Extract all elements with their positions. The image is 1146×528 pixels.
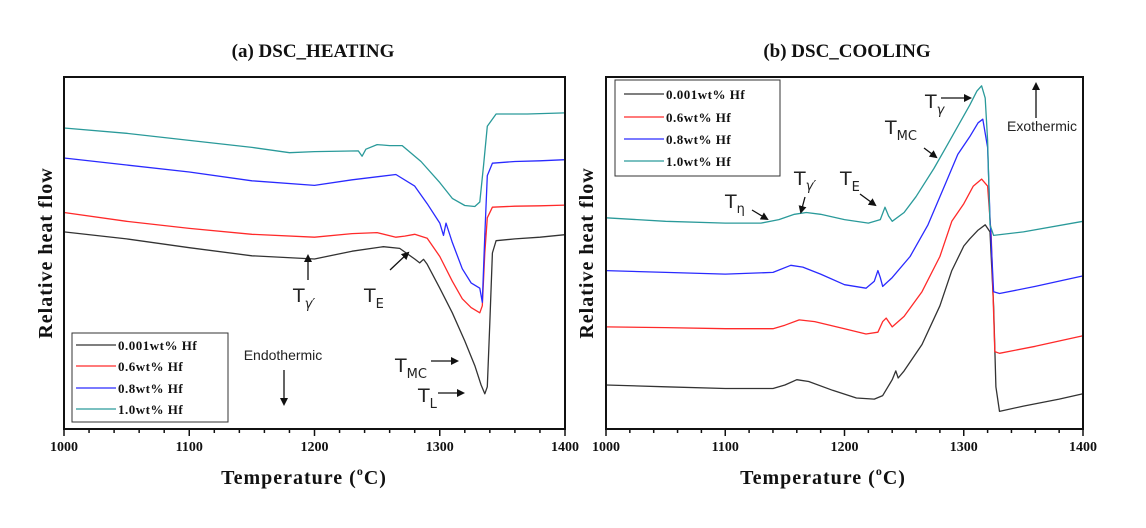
y-axis-label: Relative heat flow <box>35 167 57 338</box>
panel-cooling: (b) DSC_COOLING 1000 1100 1200 1300 1400… <box>576 41 1097 489</box>
arrow-icon <box>798 196 807 214</box>
svg-text:TL: TL <box>417 385 438 412</box>
legend: 0.001wt% Hf 0.6wt% Hf 0.8wt% Hf 1.0wt% H… <box>614 79 781 177</box>
svg-text:Tγ′: Tγ′ <box>793 168 816 194</box>
arrow-icon <box>859 193 877 207</box>
x-axis-ticks <box>605 429 1084 436</box>
legend-entry: 0.6wt% Hf <box>118 359 183 374</box>
chart-title: (a) DSC_HEATING <box>232 41 395 62</box>
legend-entry: 0.001wt% Hf <box>666 87 745 102</box>
tick-label: 1400 <box>1069 440 1097 455</box>
y-axis-label: Relative heat flow <box>576 167 598 338</box>
tick-label: 1300 <box>950 440 978 455</box>
series-line-0-8wt-hf <box>63 157 566 303</box>
tick-label: 1000 <box>592 440 620 455</box>
annotation-t-l: TL <box>417 385 465 412</box>
annotation-t-mc: TMC <box>884 117 938 159</box>
annotation-t-gamma-prime: Tγ′ <box>793 168 816 214</box>
annotation-t-e: TE <box>839 168 877 207</box>
svg-text:Exothermic: Exothermic <box>1007 118 1077 134</box>
series-line-1-0wt-hf <box>605 85 1084 237</box>
svg-text:Tη: Tη <box>724 191 745 217</box>
legend-entry: 0.001wt% Hf <box>118 338 197 353</box>
legend-entry: 0.8wt% Hf <box>666 132 731 147</box>
annotation-endothermic: Endothermic <box>244 347 323 406</box>
tick-label: 1100 <box>712 440 739 455</box>
legend-entry: 0.6wt% Hf <box>666 110 731 125</box>
legend: 0.001wt% Hf 0.6wt% Hf 0.8wt% Hf 1.0wt% H… <box>71 332 229 423</box>
legend-entry: 0.8wt% Hf <box>118 381 183 396</box>
series-line-1-0wt-hf <box>63 112 566 208</box>
legend-entry: 1.0wt% Hf <box>118 402 183 417</box>
svg-text:TE: TE <box>363 285 384 312</box>
annotation-t-eta: Tη <box>724 191 769 221</box>
arrow-icon <box>389 251 410 271</box>
panel-heating: (a) DSC_HEATING 1000 1100 1200 1300 1400… <box>35 41 579 489</box>
annotation-t-gamma-prime: Tγ′ <box>292 254 315 312</box>
annotation-t-gamma: Tγ <box>924 91 972 118</box>
series-line-0-001wt-hf <box>605 224 1084 413</box>
chart-title: (b) DSC_COOLING <box>763 41 931 62</box>
tick-label: 1300 <box>426 440 454 455</box>
annotation-exothermic: Exothermic <box>1007 82 1077 134</box>
x-axis-label: Temperature (oC) <box>221 464 387 489</box>
svg-text:Tγ′: Tγ′ <box>292 285 315 312</box>
x-axis-tick-labels: 1000 1100 1200 1300 1400 <box>50 440 579 455</box>
annotation-t-e: TE <box>363 251 410 312</box>
tick-label: 1200 <box>301 440 329 455</box>
annotation-t-mc: TMC <box>394 355 459 382</box>
series-group <box>605 85 1084 413</box>
tick-label: 1100 <box>176 440 203 455</box>
series-line-0-6wt-hf <box>63 204 566 314</box>
svg-text:TMC: TMC <box>884 117 917 144</box>
series-group <box>63 112 566 395</box>
tick-label: 1400 <box>551 440 579 455</box>
series-line-0-6wt-hf <box>605 178 1084 354</box>
x-axis-ticks <box>63 429 566 436</box>
x-axis-tick-labels: 1000 1100 1200 1300 1400 <box>592 440 1097 455</box>
tick-label: 1000 <box>50 440 78 455</box>
svg-text:TMC: TMC <box>394 355 427 382</box>
legend-entry: 1.0wt% Hf <box>666 154 731 169</box>
x-axis-label: Temperature (oC) <box>740 464 906 489</box>
arrow-icon <box>923 147 938 159</box>
svg-text:Endothermic: Endothermic <box>244 347 323 363</box>
svg-text:Tγ: Tγ <box>924 91 946 118</box>
svg-text:TE: TE <box>839 168 860 195</box>
arrow-icon <box>751 209 769 221</box>
tick-label: 1200 <box>831 440 859 455</box>
series-line-0-001wt-hf <box>63 231 566 395</box>
